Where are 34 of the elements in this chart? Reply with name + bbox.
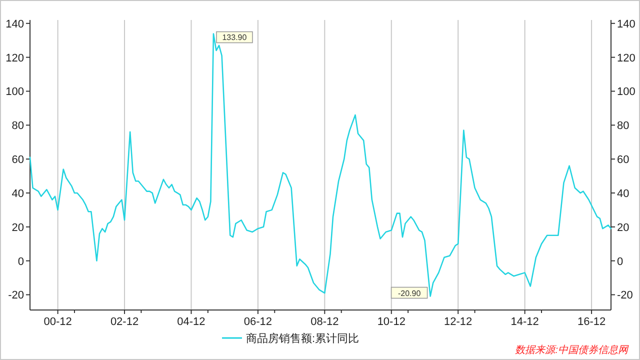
tick-label: 40: [12, 188, 24, 200]
tick-label: 80: [617, 120, 630, 132]
annotation: 133.90: [222, 33, 248, 42]
tick-label: 120: [617, 52, 636, 64]
tick-label: 100: [6, 86, 24, 98]
source: 数据来源:中国债券信息网: [515, 345, 628, 356]
tick-label: 20: [12, 222, 24, 234]
tick-label: -20: [617, 290, 633, 302]
tick-label: 06-12: [244, 316, 272, 328]
tick-label: 20: [617, 222, 630, 234]
tick-label: 60: [12, 154, 24, 166]
tick-label: 0: [18, 256, 24, 268]
legend: 商品房销售额:累计同比: [222, 333, 360, 345]
legend-label: 商品房销售额:累计同比: [246, 332, 360, 345]
tick-label: -20: [8, 290, 24, 302]
tick-label: 100: [617, 86, 636, 98]
tick-label: 02-12: [110, 316, 139, 328]
tick-label: 0: [617, 256, 624, 268]
tick-label: 08-12: [310, 316, 339, 328]
annotation: -20.90: [390, 286, 428, 299]
tick-label: 120: [6, 52, 24, 64]
tick-label: 10-12: [377, 316, 406, 328]
tick-label: 14-12: [510, 316, 539, 328]
tick-label: 00-12: [44, 316, 72, 328]
tick-label: 04-12: [177, 316, 206, 328]
tick-label: 16-12: [577, 316, 606, 328]
tick-label: 60: [617, 154, 630, 166]
tick-label: 140: [617, 18, 636, 30]
tick-label: 80: [12, 120, 24, 132]
annotation: -20.90: [398, 288, 422, 298]
annotation: 133.90: [216, 31, 253, 44]
tick-label: 12-12: [444, 316, 472, 328]
tick-label: 140: [6, 18, 24, 30]
tick-label: 40: [617, 188, 630, 200]
